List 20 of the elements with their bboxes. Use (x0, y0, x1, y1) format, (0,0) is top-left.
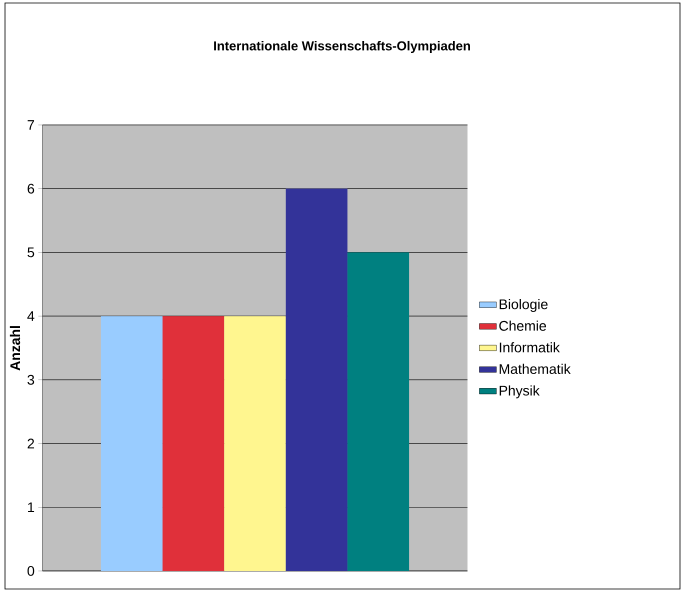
legend-label: Informatik (500, 342, 560, 352)
bar (162, 316, 224, 571)
legend-label: Chemie (499, 320, 546, 331)
y-axis-title: Anzahl (10, 326, 20, 370)
legend-label: Mathematik (500, 364, 571, 374)
bar (347, 252, 410, 571)
legend-label: Physik (500, 385, 540, 398)
y-tick-label: 0 (28, 566, 34, 576)
y-tick-label: 2 (28, 438, 34, 448)
y-tick-label: 1 (28, 502, 34, 512)
y-tick-label: 5 (28, 248, 34, 258)
y-tick-label: 7 (28, 120, 34, 130)
bar (286, 188, 348, 571)
chart-title: Internationale Wissenschafts-Olympiaden (214, 40, 470, 54)
y-tick-label: 6 (28, 184, 34, 194)
bar (100, 316, 163, 571)
y-tick-label: 4 (27, 311, 34, 321)
legend-label: Biologie (500, 298, 548, 312)
bar (224, 316, 286, 571)
y-tick-label: 3 (28, 374, 34, 385)
